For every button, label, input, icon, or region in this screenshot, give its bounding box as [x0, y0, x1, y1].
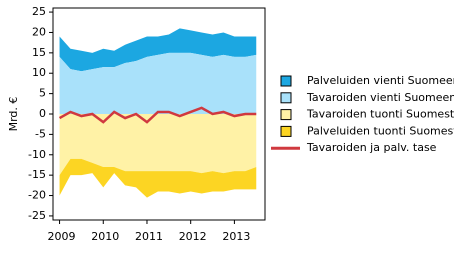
- x-tick-label: 2009: [48, 230, 76, 243]
- x-tick-label: 2013: [222, 230, 250, 243]
- y-tick-label: -25: [28, 209, 46, 222]
- y-tick-label: 0: [39, 107, 46, 120]
- legend-swatch: [280, 92, 292, 104]
- x-tick-label: 2011: [135, 230, 163, 243]
- legend-label: Palveluiden tuonti Suomesta: [307, 124, 454, 137]
- x-tick-label: 2010: [91, 230, 119, 243]
- y-tick-label: 25: [32, 5, 46, 18]
- legend-label: Palveluiden vienti Suomeen: [307, 74, 454, 87]
- legend-label: Tavaroiden tuonti Suomesta: [306, 108, 454, 121]
- legend-label: Tavaroiden ja palv. tase: [306, 141, 437, 154]
- line: [58, 106, 257, 124]
- area: [59, 114, 257, 176]
- y-tick-label: 10: [32, 66, 46, 79]
- x-tick-label: 2012: [179, 230, 207, 243]
- legend-swatch: [280, 75, 292, 87]
- legend-swatch: [280, 109, 292, 121]
- area: [59, 158, 257, 198]
- area: [59, 28, 257, 72]
- y-tick-label: -20: [28, 189, 46, 202]
- legend-swatch: [280, 125, 292, 137]
- y-tick-label: 5: [39, 87, 46, 100]
- y-tick-label: 20: [32, 25, 46, 38]
- y-tick-label: 15: [32, 46, 46, 59]
- y-axis-label: Mrd. €: [7, 97, 20, 132]
- y-tick-label: -10: [28, 148, 46, 161]
- area: [59, 52, 257, 114]
- y-tick-label: -15: [28, 168, 46, 181]
- y-tick-label: -5: [35, 127, 46, 140]
- legend-label: Tavaroiden vienti Suomeen: [306, 91, 454, 104]
